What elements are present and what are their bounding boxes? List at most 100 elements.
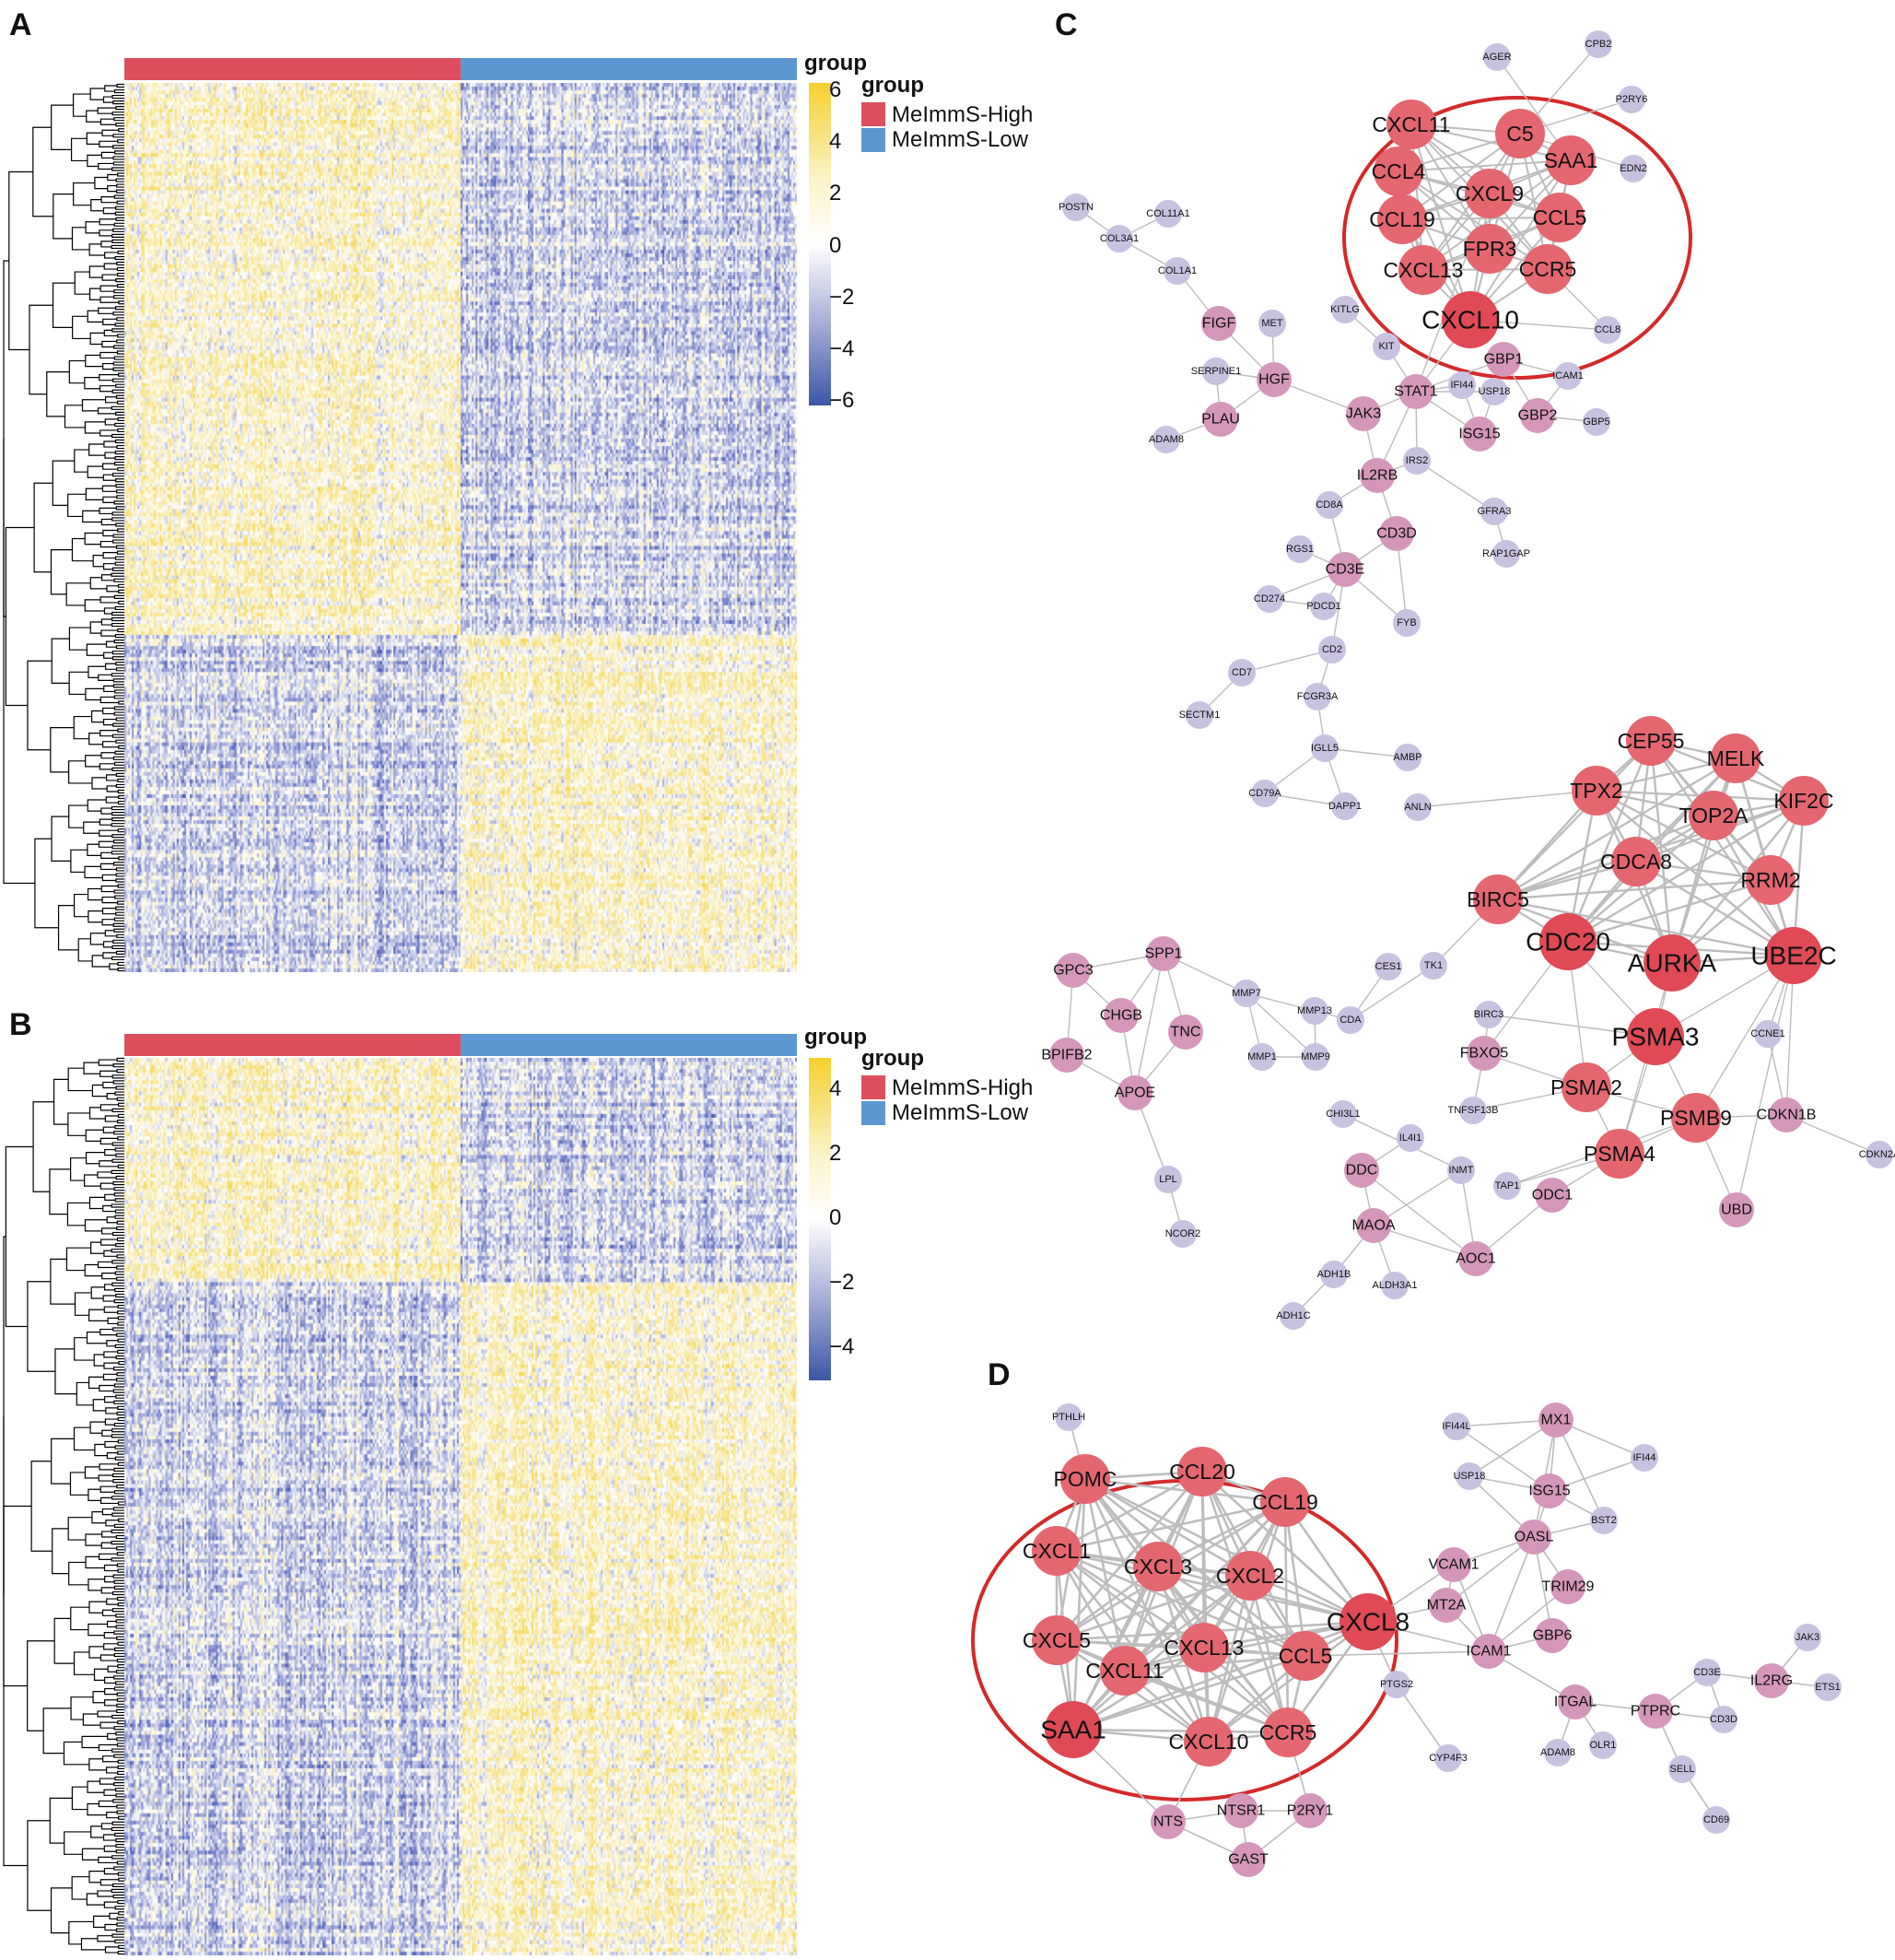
dendrogram-branch bbox=[100, 618, 112, 626]
network-node-ubd: UBD bbox=[1719, 1192, 1754, 1227]
network-node-label: FPR3 bbox=[1463, 237, 1517, 261]
network-node-cxcl10: CXCL10 bbox=[1421, 291, 1519, 348]
network-node-label: MMP1 bbox=[1247, 1051, 1277, 1062]
dendrogram-branch bbox=[114, 422, 124, 428]
heatmap-a-annotation-title: group bbox=[804, 51, 867, 76]
dendrogram-branch bbox=[115, 506, 124, 511]
dendrogram-branch bbox=[116, 261, 124, 266]
dendrogram-branch bbox=[117, 467, 124, 472]
network-node-circle bbox=[1304, 683, 1331, 710]
network-node-label: KIF2C bbox=[1773, 789, 1833, 813]
dendrogram-branch bbox=[117, 583, 124, 588]
dendrogram-branch bbox=[57, 905, 79, 951]
network-node-label: GFRA3 bbox=[1478, 506, 1512, 517]
network-node-il4i1: IL4I1 bbox=[1397, 1124, 1424, 1152]
dendrogram-branch bbox=[117, 1119, 124, 1124]
network-node-mmp9: MMP9 bbox=[1301, 1043, 1330, 1071]
dendrogram-branch bbox=[115, 1394, 124, 1399]
dendrogram-branch bbox=[32, 1101, 54, 1192]
network-node-psmb9: PSMB9 bbox=[1660, 1093, 1732, 1143]
dendrogram-branch bbox=[114, 211, 124, 216]
dendrogram-branch bbox=[116, 1254, 124, 1259]
dendrogram-branch bbox=[97, 1261, 117, 1269]
dendrogram-branch bbox=[103, 329, 118, 337]
network-node-circle bbox=[1104, 998, 1139, 1033]
dendrogram-branch bbox=[97, 407, 116, 415]
network-node-apoe: APOE bbox=[1115, 1075, 1155, 1110]
network-node-circle bbox=[1475, 1001, 1503, 1028]
network-node-circle bbox=[1447, 1156, 1475, 1184]
dendrogram-branch bbox=[68, 1561, 88, 1586]
dendrogram-branch bbox=[113, 1754, 124, 1758]
network-edge bbox=[1324, 747, 1409, 758]
network-node-label: DDC bbox=[1346, 1163, 1378, 1179]
network-node-label: CES1 bbox=[1375, 961, 1402, 972]
network-node-gbp5: GBP5 bbox=[1583, 408, 1610, 436]
colorbar-tick: 2 bbox=[829, 1141, 842, 1166]
dendrogram-branch bbox=[105, 640, 117, 648]
network-node-label: ADAM8 bbox=[1149, 434, 1184, 445]
dendrogram-branch bbox=[104, 1148, 116, 1156]
dendrogram-branch bbox=[117, 1602, 124, 1607]
network-node-cd7: CD7 bbox=[1228, 659, 1256, 687]
dendrogram-branch bbox=[113, 594, 124, 599]
dendrogram-branch bbox=[112, 134, 124, 138]
dendrogram-branch bbox=[5, 1145, 34, 1328]
dendrogram-branch bbox=[68, 1920, 94, 1945]
dendrogram-branch bbox=[99, 218, 117, 226]
network-node-label: JAK3 bbox=[1346, 406, 1381, 422]
dendrogram-branch bbox=[111, 405, 124, 410]
network-node-ces1: CES1 bbox=[1374, 953, 1402, 980]
network-node-label: IGLL5 bbox=[1311, 743, 1339, 754]
dendrogram-branch bbox=[117, 1338, 124, 1343]
network-node-sectm1: SECTM1 bbox=[1179, 701, 1220, 729]
dendrogram-branch bbox=[105, 1766, 119, 1774]
dendrogram-branch bbox=[112, 678, 124, 683]
dendrogram-branch bbox=[112, 1231, 124, 1237]
network-node-circle bbox=[1535, 1178, 1570, 1213]
dendrogram-branch bbox=[102, 496, 117, 503]
network-node-label: KIT bbox=[1378, 341, 1394, 352]
network-node-label: DAPP1 bbox=[1328, 801, 1362, 812]
network-node-adh1b: ADH1B bbox=[1317, 1261, 1351, 1288]
network-node-circle bbox=[1169, 1220, 1197, 1248]
dendrogram-branch bbox=[118, 745, 124, 749]
dendrogram-branch bbox=[84, 1466, 100, 1479]
heatmap-b: group 4 2 0 −2 −4 group MeImmS-High MeImmS-L… bbox=[0, 1025, 1041, 1955]
dendrogram-branch bbox=[111, 572, 124, 577]
network-node-ambp: AMBP bbox=[1393, 744, 1422, 771]
network-node-circle bbox=[1554, 362, 1582, 390]
network-node-circle bbox=[1331, 296, 1359, 323]
network-node-gbp1: GBP1 bbox=[1484, 342, 1524, 377]
dendrogram-branch bbox=[112, 1080, 124, 1085]
dendrogram-branch bbox=[99, 730, 118, 737]
dendrogram-branch bbox=[115, 1153, 124, 1157]
network-node-label: GBP1 bbox=[1484, 352, 1524, 368]
dendrogram-branch bbox=[112, 1473, 124, 1478]
network-node-circle bbox=[1480, 498, 1508, 525]
dendrogram-branch bbox=[114, 1287, 124, 1293]
dendrogram-branch bbox=[102, 1373, 118, 1380]
network-node-circle bbox=[1689, 791, 1738, 840]
dendrogram-branch bbox=[86, 132, 103, 145]
dendrogram-branch bbox=[116, 933, 124, 938]
network-node-stat1: STAT1 bbox=[1394, 374, 1438, 409]
dendrogram-branch bbox=[115, 383, 124, 388]
network-node-label: CXCL11 bbox=[1372, 112, 1450, 136]
dendrogram-branch bbox=[112, 1883, 124, 1887]
dendrogram-branch bbox=[99, 1485, 117, 1493]
dendrogram-branch bbox=[117, 250, 124, 255]
colorbar-tick: 4 bbox=[829, 1076, 842, 1101]
network-node-tap1: TAP1 bbox=[1493, 1172, 1521, 1200]
network-node-label: CCR5 bbox=[1519, 257, 1577, 281]
dendrogram-branch bbox=[100, 752, 116, 759]
dendrogram-branch bbox=[100, 1542, 117, 1549]
network-node-gpc3: GPC3 bbox=[1053, 953, 1094, 988]
dendrogram-branch bbox=[114, 1445, 124, 1449]
network-node-circle bbox=[1398, 374, 1433, 409]
network-node-col11a1: COL11A1 bbox=[1146, 200, 1190, 228]
network-node-lpl: LPL bbox=[1154, 1166, 1182, 1193]
dendrogram-branch bbox=[117, 1501, 124, 1506]
dendrogram-branch bbox=[114, 150, 124, 155]
network-node-met: MET bbox=[1258, 310, 1286, 337]
